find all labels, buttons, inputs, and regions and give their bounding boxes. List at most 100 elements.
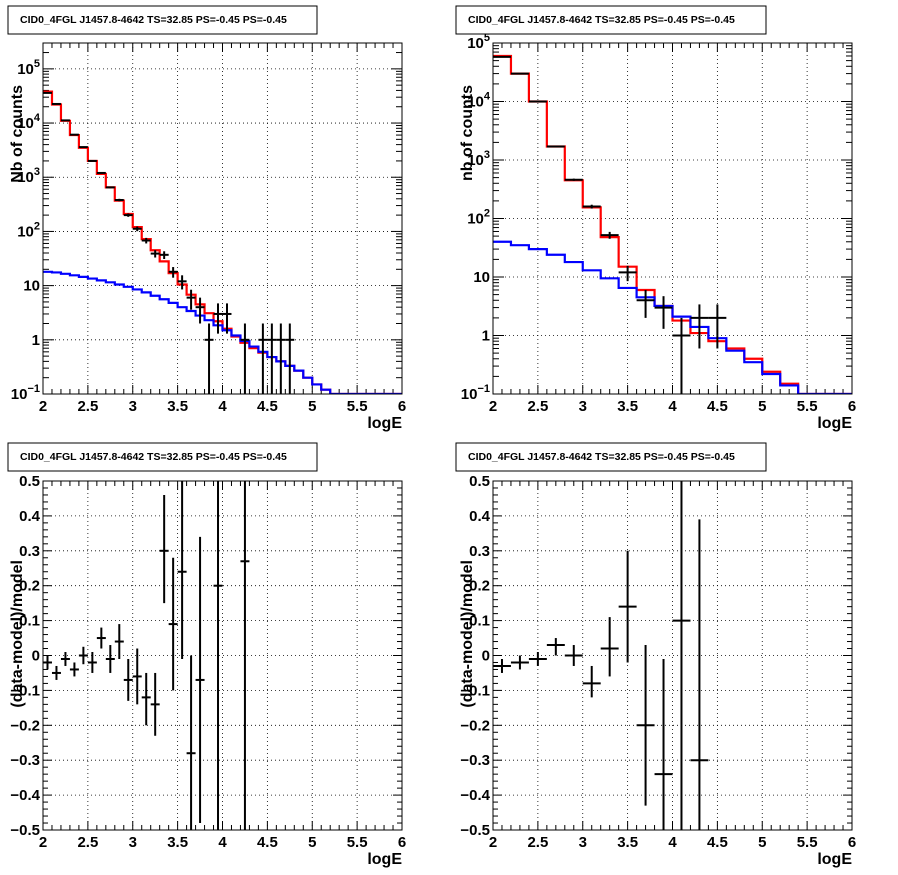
y-tick-label: 0.4 — [469, 508, 491, 525]
chart-pad-3: CID0_4FGL J1457.8-4642 TS=32.85 PS=-0.45… — [7, 442, 406, 868]
data-point — [159, 494, 169, 604]
y-tick-label: 0.4 — [19, 508, 41, 525]
data-point — [78, 146, 88, 149]
data-point — [150, 672, 160, 736]
y-axis-title: (data-model)/model — [459, 560, 476, 708]
data-point — [528, 652, 547, 666]
y-tick-label: 0.1 — [469, 613, 490, 630]
x-tick-label: 5.5 — [347, 834, 368, 851]
y-tick-label: 10 — [473, 269, 490, 286]
data-point — [222, 303, 232, 334]
x-tick-label: 6 — [848, 398, 856, 415]
data-point — [672, 481, 691, 830]
data-point — [105, 645, 115, 673]
y-tick-label: 0.5 — [469, 473, 490, 490]
data-point — [177, 481, 187, 659]
series-line-2 — [43, 270, 402, 394]
plot-area — [43, 90, 402, 394]
data-point — [636, 289, 655, 318]
data-point — [69, 133, 79, 136]
data-point — [87, 652, 97, 673]
y-tick-label: −0.4 — [460, 787, 490, 804]
plot-frame — [42, 480, 403, 831]
x-tick-label: 2.5 — [77, 398, 98, 415]
y-tick-label: 102 — [17, 220, 40, 240]
y-tick-label: 1 — [482, 328, 490, 345]
data-point — [159, 251, 169, 259]
y-tick-label: 10−1 — [461, 383, 490, 403]
data-point — [69, 662, 79, 677]
data-point — [546, 145, 565, 148]
chart-title: CID0_4FGL J1457.8-4642 TS=32.85 PS=-0.45… — [20, 451, 287, 463]
y-tick-label: 102 — [467, 208, 490, 228]
x-tick-label: 3 — [129, 834, 137, 851]
chart-title: CID0_4FGL J1457.8-4642 TS=32.85 PS=-0.45… — [20, 14, 287, 26]
data-point — [168, 267, 178, 278]
x-tick-label: 4 — [668, 398, 677, 415]
x-axis-title: logE — [367, 415, 402, 432]
x-tick-label: 5.5 — [347, 398, 368, 415]
y-tick-label: −0.3 — [460, 752, 490, 769]
data-point — [708, 304, 727, 349]
data-point — [51, 665, 61, 680]
y-tick-label: −0.5 — [10, 822, 40, 839]
data-point — [132, 648, 142, 705]
data-point — [240, 323, 250, 394]
data-point — [258, 323, 268, 394]
y-tick-label: 10 — [23, 278, 40, 295]
x-tick-label: 5 — [308, 398, 316, 415]
x-tick-label: 3 — [579, 834, 587, 851]
data-point — [546, 638, 565, 656]
data-point — [87, 159, 97, 162]
x-tick-label: 6 — [398, 834, 406, 851]
data-point — [195, 297, 205, 324]
chart-title: CID0_4FGL J1457.8-4642 TS=32.85 PS=-0.45… — [468, 451, 735, 463]
data-point — [493, 658, 511, 673]
y-tick-label: 103 — [17, 166, 40, 186]
title-box — [7, 5, 318, 35]
data-point — [168, 557, 178, 691]
data-point — [114, 624, 124, 659]
y-tick-label: 0.3 — [469, 543, 490, 560]
y-tick-label: 0.1 — [19, 613, 40, 630]
data-point — [564, 645, 583, 666]
data-point — [43, 655, 52, 670]
y-tick-label: 1 — [32, 332, 40, 349]
y-tick-label: 0 — [482, 648, 490, 665]
data-point — [141, 237, 151, 244]
x-tick-label: 2.5 — [527, 398, 548, 415]
y-axis-title: Nb of counts — [9, 85, 26, 183]
x-tick-label: 2 — [489, 834, 497, 851]
plot-frame — [492, 42, 853, 395]
data-point — [528, 100, 547, 103]
data-point — [276, 323, 286, 394]
chart-pad-1: CID0_4FGL J1457.8-4642 TS=32.85 PS=-0.45… — [7, 5, 406, 432]
data-point — [213, 303, 223, 334]
plot-frame — [42, 42, 403, 395]
y-tick-label: 104 — [467, 91, 491, 111]
data-point — [240, 481, 250, 830]
x-tick-label: 5.5 — [797, 834, 818, 851]
y-tick-label: −0.4 — [10, 787, 40, 804]
data-point — [510, 655, 529, 670]
y-tick-label: −0.1 — [460, 682, 490, 699]
data-point — [582, 204, 601, 209]
x-axis-title: logE — [817, 851, 852, 868]
data-point — [582, 665, 601, 698]
data-point — [672, 317, 691, 394]
x-tick-label: 6 — [848, 834, 856, 851]
data-point — [510, 72, 529, 75]
data-point — [78, 646, 88, 665]
y-tick-label: 0.5 — [19, 473, 40, 490]
data-point — [195, 536, 205, 824]
title-box — [455, 442, 767, 472]
x-tick-label: 6 — [398, 398, 406, 415]
data-point — [690, 519, 709, 830]
title-box — [455, 5, 767, 35]
x-tick-label: 2.5 — [77, 834, 98, 851]
data-point — [600, 617, 619, 677]
x-tick-label: 2 — [489, 398, 497, 415]
plot-frame — [492, 480, 853, 831]
x-tick-label: 4 — [218, 398, 227, 415]
